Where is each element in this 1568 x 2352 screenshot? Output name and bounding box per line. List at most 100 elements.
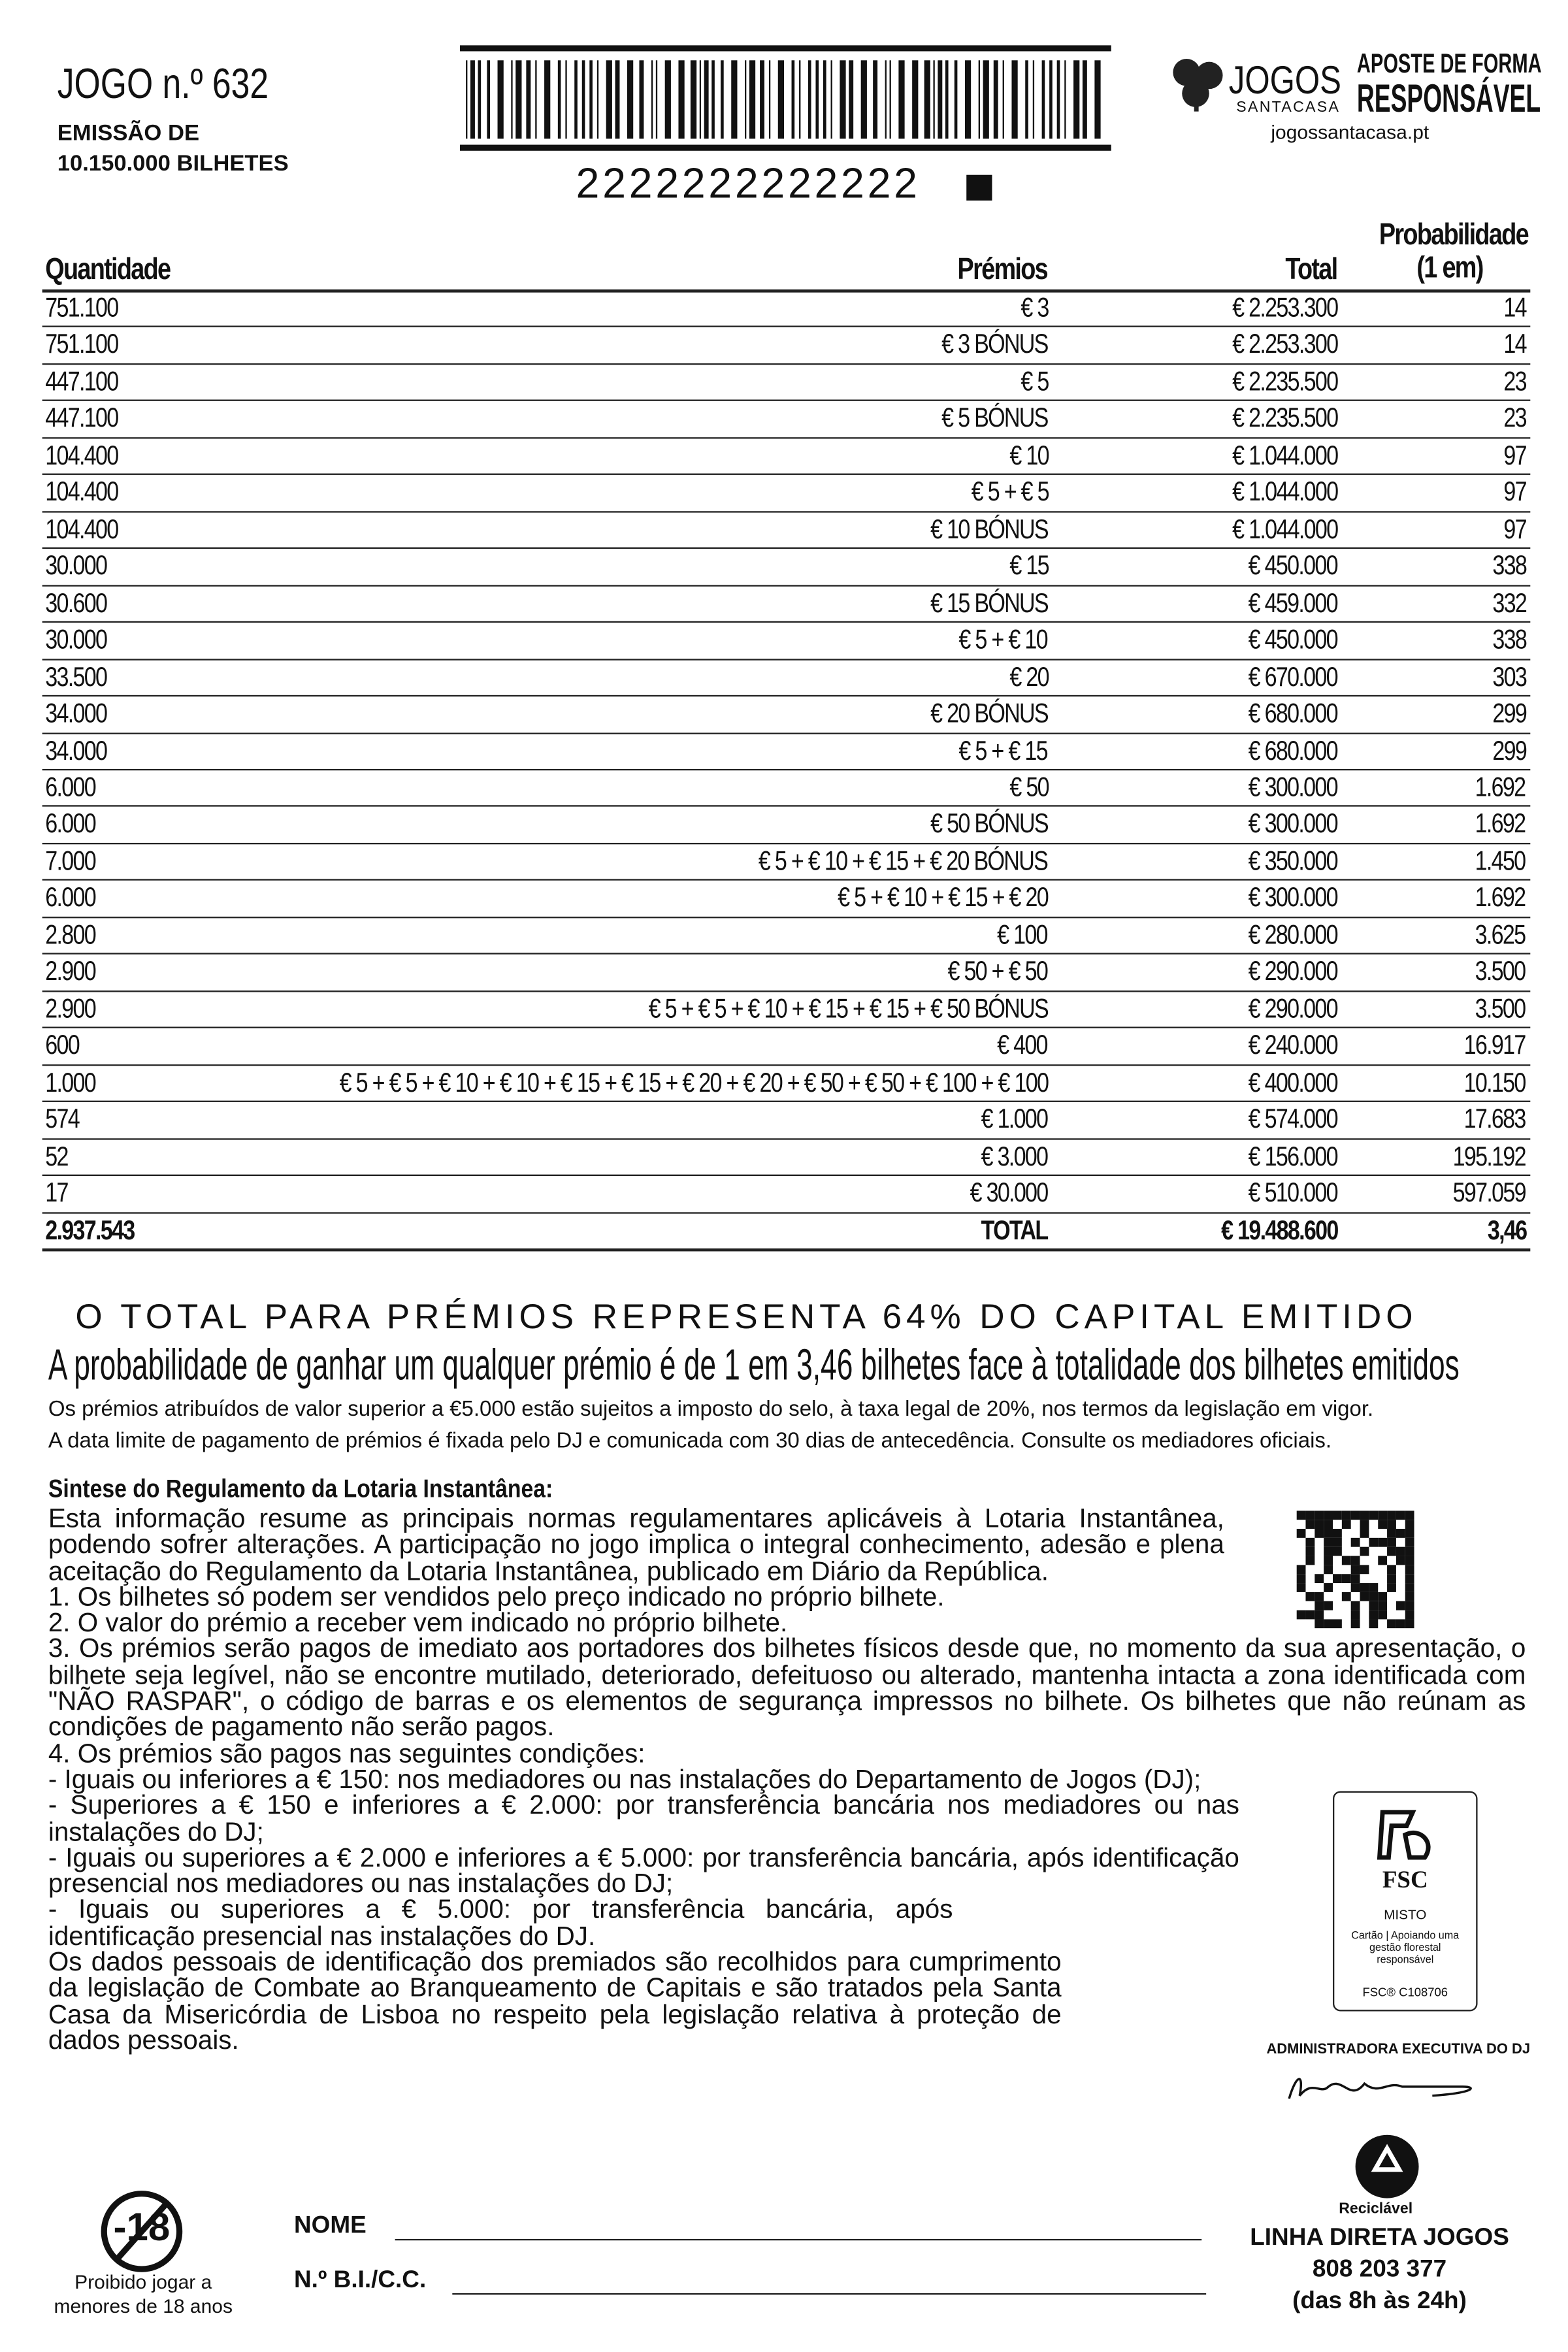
cell: € 240.000 <box>1248 1030 1339 1060</box>
cell: 195.192 <box>1453 1140 1527 1171</box>
recycle-label: Reciclável <box>1339 2201 1413 2218</box>
regulation-paragraph: - Iguais ou inferiores a € 150: nos medi… <box>48 1763 1201 1795</box>
brand: JOGOS <box>1228 57 1341 103</box>
cell: € 459.000 <box>1248 587 1339 618</box>
rule <box>42 1174 1531 1177</box>
rule <box>42 1211 1531 1213</box>
regulation-title: Sintese do Regulamento da Lotaria Instan… <box>48 1474 553 1503</box>
cell-quantity: 30.000 <box>45 550 108 581</box>
headline: O TOTAL PARA PRÉMIOS REPRESENTA 64% DO C… <box>75 1296 1418 1336</box>
cell: € 5 + € 5 + € 10 + € 10 + € 15 + € 15 + … <box>339 1067 1049 1098</box>
hotline-title: LINHA DIRETA JOGOS <box>1250 2225 1509 2251</box>
cell: € 50 + € 50 <box>948 956 1049 987</box>
cell: € 1.000 <box>981 1103 1049 1134</box>
rule <box>42 1064 1531 1066</box>
cell: 23 <box>1503 366 1527 397</box>
cell: € 3 BÓNUS <box>941 329 1049 360</box>
rule <box>42 436 1531 439</box>
cell: 299 <box>1492 735 1527 766</box>
cell: € 5 + € 10 + € 15 + € 20 <box>838 882 1049 913</box>
fsc-code: FSC® C108706 <box>1362 1985 1448 1999</box>
rule <box>42 658 1531 660</box>
cell-quantity: 6.000 <box>45 882 96 913</box>
cell: € 350.000 <box>1248 845 1339 876</box>
regulation-paragraph: - Superiores a € 150 e inferiores a € 2.… <box>48 1789 1239 1846</box>
age-text: menores de 18 anos <box>54 2295 233 2317</box>
cell: 97 <box>1503 440 1527 470</box>
cell: € 290.000 <box>1248 993 1339 1024</box>
rule <box>42 953 1531 955</box>
cell: € 50 BÓNUS <box>930 808 1049 840</box>
game-number: JOGO n.º 632 <box>57 60 269 107</box>
cell: € 400.000 <box>1248 1067 1339 1098</box>
cell: 332 <box>1492 587 1527 618</box>
column-header: (1 em) <box>1417 252 1485 286</box>
cell: € 2.235.500 <box>1232 366 1339 397</box>
regulation-paragraph: Os dados pessoais de identificação dos p… <box>48 1946 1062 2055</box>
recycle-icon <box>1355 2134 1419 2198</box>
cell: 1.692 <box>1475 882 1527 913</box>
cell-quantity: 34.000 <box>45 735 108 766</box>
rule <box>42 1137 1531 1139</box>
column-header: Probabilidade <box>1379 218 1530 252</box>
cell: € 5 + € 15 <box>959 735 1049 766</box>
rule <box>42 1026 1531 1029</box>
cell-quantity: 6.000 <box>45 808 96 840</box>
rule <box>42 1100 1531 1103</box>
regulation-paragraph: - Iguais ou superiores a € 5.000: por tr… <box>48 1894 953 1951</box>
qr-code <box>1296 1511 1414 1629</box>
cell-quantity: 2.800 <box>45 919 96 950</box>
regulation-paragraph: 3. Os prémios serão pagos de imediato ao… <box>48 1633 1526 1742</box>
cell: € 680.000 <box>1248 698 1339 728</box>
cell-quantity: 34.000 <box>45 698 108 728</box>
cell: € 20 BÓNUS <box>930 698 1049 728</box>
cell-quantity: 574 <box>45 1103 80 1134</box>
cell: € 19.488.600 <box>1220 1214 1338 1245</box>
cell: € 2.235.500 <box>1232 403 1339 434</box>
cell: € 10 <box>1009 440 1049 470</box>
regulation-paragraph: - Iguais ou superiores a € 2.000 e infer… <box>48 1842 1239 1899</box>
cell: € 1.044.000 <box>1232 440 1339 470</box>
form-line <box>452 2293 1207 2295</box>
cell: TOTAL <box>981 1214 1049 1245</box>
regulation-paragraph: 1. Os bilhetes só podem ser vendidos pel… <box>48 1581 945 1612</box>
form-name-label: NOME <box>293 2213 367 2239</box>
cell: € 5 + € 5 <box>970 476 1049 508</box>
regulation-paragraph: 4. Os prémios são pagos nas seguintes co… <box>48 1738 645 1769</box>
cell-quantity: 104.400 <box>45 440 119 470</box>
brand-sub: SANTACASA <box>1236 99 1341 116</box>
cell-quantity: 751.100 <box>45 329 119 360</box>
rule <box>42 326 1531 328</box>
cell: € 300.000 <box>1248 882 1339 913</box>
cell: 3,46 <box>1486 1214 1527 1245</box>
form-line <box>395 2238 1202 2241</box>
cell: 14 <box>1503 329 1527 360</box>
cell: € 400 <box>998 1030 1049 1060</box>
rule <box>42 621 1531 623</box>
regulation-paragraph: Esta informação resume as principais nor… <box>48 1503 1224 1586</box>
cell: € 280.000 <box>1248 919 1339 950</box>
cell: € 2.253.300 <box>1232 329 1339 360</box>
cell-quantity: 2.937.543 <box>45 1214 135 1245</box>
age-text: Proibido jogar a <box>74 2270 212 2293</box>
cell: 3.500 <box>1475 956 1527 987</box>
cell: € 156.000 <box>1248 1140 1339 1171</box>
cell: € 450.000 <box>1248 624 1339 655</box>
regulation-paragraph: 2. O valor do prémio a receber vem indic… <box>48 1607 788 1638</box>
cell: 97 <box>1503 476 1527 508</box>
cell-quantity: 2.900 <box>45 956 96 987</box>
rule <box>42 916 1531 918</box>
rule <box>42 363 1531 365</box>
cell-quantity: 7.000 <box>45 845 96 876</box>
cell: 303 <box>1492 661 1527 692</box>
rule <box>42 1248 1531 1252</box>
cell: € 574.000 <box>1248 1103 1339 1134</box>
fsc-type: MISTO <box>1384 1907 1427 1923</box>
rule <box>42 694 1531 697</box>
age-badge <box>101 2191 183 2272</box>
cell: € 1.044.000 <box>1232 514 1339 544</box>
cell: € 300.000 <box>1248 808 1339 840</box>
signature <box>1288 2078 1472 2099</box>
cell: € 50 <box>1009 772 1049 802</box>
